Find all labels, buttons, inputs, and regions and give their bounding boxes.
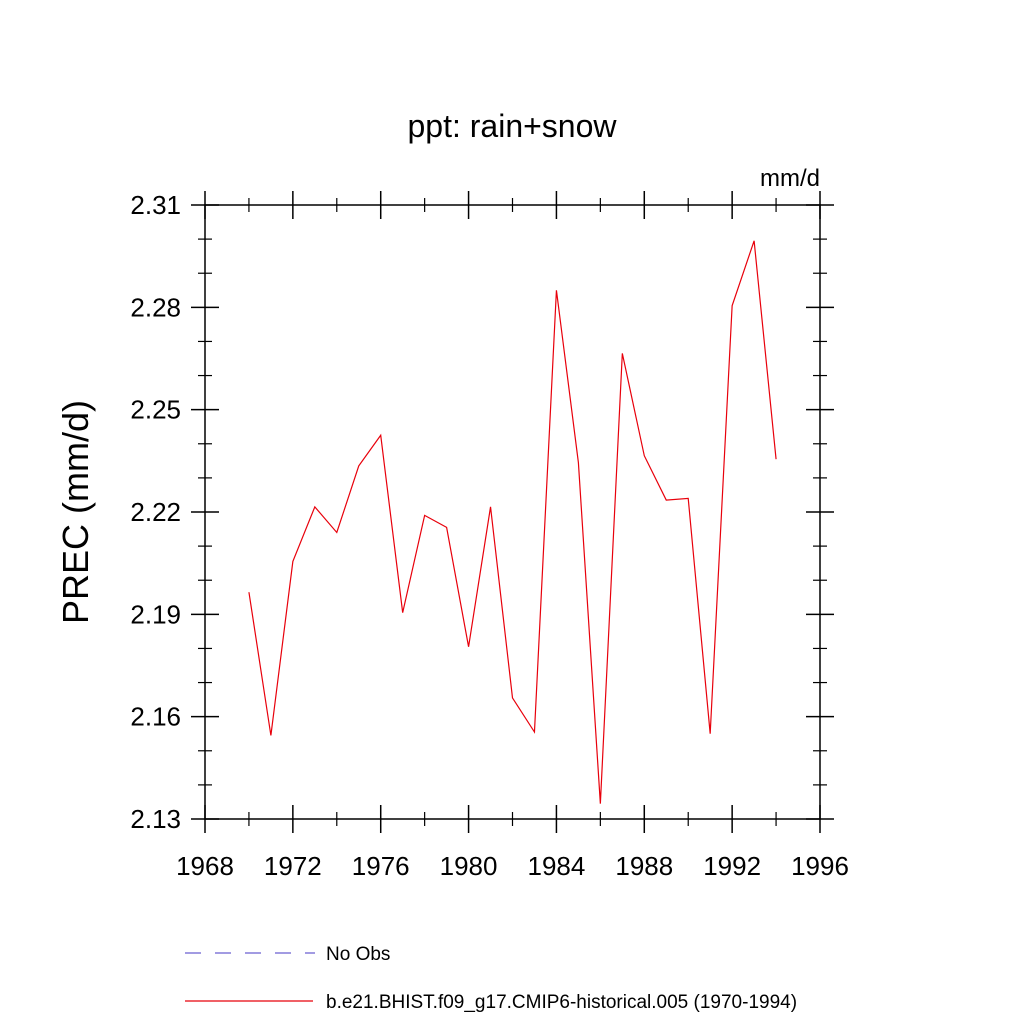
x-tick-label: 1988 [615, 851, 673, 881]
axis-ticks [191, 191, 834, 833]
x-tick-label: 1972 [264, 851, 322, 881]
x-tick-label: 1984 [528, 851, 586, 881]
y-tick-label: 2.28 [130, 292, 181, 322]
legend-label-model: b.e21.BHIST.f09_g17.CMIP6-historical.005… [326, 992, 797, 1013]
y-tick-label: 2.19 [130, 599, 181, 629]
x-tick-label: 1996 [791, 851, 849, 881]
legend-label-no-obs: No Obs [326, 944, 390, 965]
legend: No Obs b.e21.BHIST.f09_g17.CMIP6-histori… [185, 944, 797, 1013]
series-line [248, 240, 777, 804]
y-tick-labels: 2.13 2.16 2.19 2.22 2.25 2.28 2.31 [130, 190, 181, 834]
y-tick-label: 2.25 [130, 395, 181, 425]
y-axis-label: PREC (mm/d) [55, 400, 96, 624]
chart-title: ppt: rain+snow [407, 108, 617, 144]
y-tick-label: 2.16 [130, 702, 181, 732]
x-tick-label: 1968 [176, 851, 234, 881]
x-tick-labels: 1968 1972 1976 1980 1984 1988 1992 1996 [176, 851, 849, 881]
units-label: mm/d [760, 165, 820, 192]
y-tick-label: 2.31 [130, 190, 181, 220]
x-tick-label: 1976 [352, 851, 410, 881]
series-layer [248, 240, 777, 804]
x-tick-label: 1980 [440, 851, 498, 881]
y-tick-label: 2.13 [130, 804, 181, 834]
plot-frame [204, 204, 821, 820]
x-tick-label: 1992 [703, 851, 761, 881]
y-tick-label: 2.22 [130, 497, 181, 527]
